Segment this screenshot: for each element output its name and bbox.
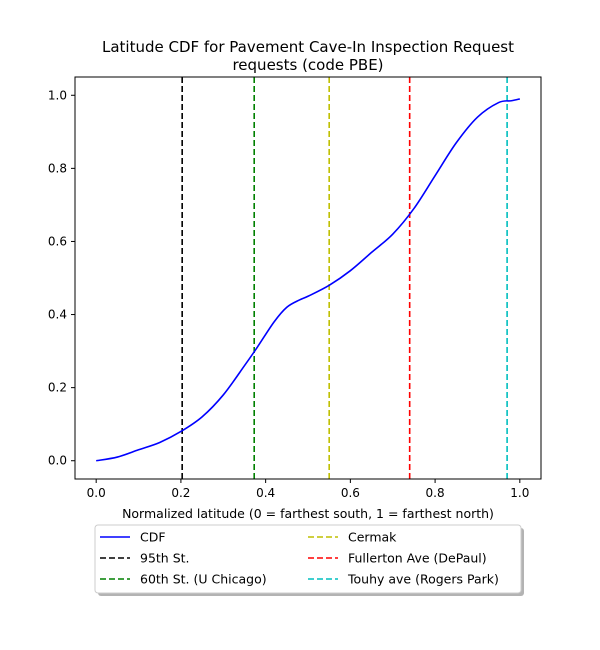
cdf-line [96,98,520,462]
y-tick-label: 0.4 [48,308,67,322]
y-tick-label: 0.8 [48,161,67,175]
x-tick-label: 0.8 [426,486,445,500]
x-axis-label: Normalized latitude (0 = farthest south,… [122,506,494,521]
legend-label-4: Fullerton Ave (DePaul) [348,551,487,566]
x-tick-label: 0.6 [341,486,360,500]
y-axis: 0.0 0.2 0.4 0.6 0.8 1.0 [48,88,75,468]
plot-frame [74,76,542,480]
y-tick-label: 0.6 [48,234,67,248]
legend-box [94,524,522,594]
y-tick-label: 1.0 [48,88,67,102]
legend-label-0: CDF [140,530,166,545]
plot-area [96,77,520,479]
x-tick-label: 0.0 [87,486,106,500]
x-tick-label: 0.4 [256,486,275,500]
chart-title-line-2: requests (code PBE) [232,56,383,74]
chart-title-line-1: Latitude CDF for Pavement Cave-In Inspec… [102,38,514,56]
legend-label-2: 60th St. (U Chicago) [140,572,267,587]
legend: CDF 95th St. 60th St. (U Chicago) Cermak Ful… [94,524,524,596]
x-axis: 0.0 0.2 0.4 0.6 0.8 1.0 [87,479,529,500]
x-tick-label: 0.2 [171,486,190,500]
y-tick-label: 0.2 [48,381,67,395]
legend-label-1: 95th St. [140,551,190,566]
x-tick-label: 1.0 [510,486,529,500]
y-tick-label: 0.0 [48,454,67,468]
legend-label-5: Touhy ave (Rogers Park) [347,572,499,587]
legend-label-3: Cermak [348,530,397,545]
